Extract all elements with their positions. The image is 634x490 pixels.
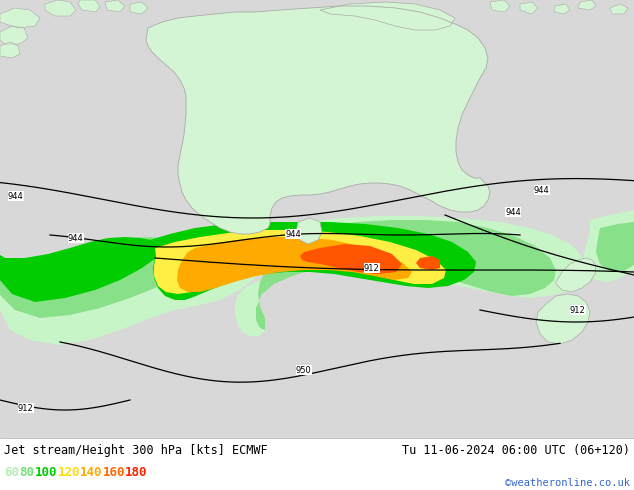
Text: 160: 160	[103, 466, 125, 479]
Polygon shape	[578, 0, 596, 10]
Text: 120: 120	[58, 466, 80, 479]
Polygon shape	[554, 4, 570, 14]
Text: ©weatheronline.co.uk: ©weatheronline.co.uk	[505, 478, 630, 488]
Polygon shape	[0, 42, 20, 58]
Polygon shape	[150, 222, 476, 300]
Text: 140: 140	[80, 466, 103, 479]
Text: Jet stream/Height 300 hPa [kts] ECMWF: Jet stream/Height 300 hPa [kts] ECMWF	[4, 444, 268, 457]
Polygon shape	[300, 244, 402, 274]
Polygon shape	[490, 0, 510, 12]
Polygon shape	[0, 165, 270, 345]
Text: 944: 944	[534, 186, 550, 195]
Polygon shape	[610, 4, 628, 14]
Text: 100: 100	[36, 466, 58, 479]
Polygon shape	[520, 2, 538, 14]
Text: 180: 180	[125, 466, 147, 479]
Polygon shape	[0, 8, 40, 28]
Text: 912: 912	[570, 305, 586, 315]
Text: Tu 11-06-2024 06:00 UTC (06+120): Tu 11-06-2024 06:00 UTC (06+120)	[402, 444, 630, 457]
Polygon shape	[177, 237, 412, 292]
Polygon shape	[78, 0, 100, 12]
Polygon shape	[0, 26, 28, 44]
Text: 944: 944	[8, 192, 23, 200]
Polygon shape	[536, 294, 590, 344]
Polygon shape	[146, 6, 490, 234]
Polygon shape	[596, 222, 634, 272]
Polygon shape	[45, 0, 76, 16]
Text: 944: 944	[68, 234, 84, 243]
Polygon shape	[320, 2, 455, 30]
Polygon shape	[583, 210, 634, 282]
Text: 944: 944	[285, 229, 301, 239]
Text: 912: 912	[364, 264, 380, 272]
Polygon shape	[556, 258, 596, 292]
Text: 60: 60	[4, 466, 19, 479]
Text: 944: 944	[505, 207, 521, 217]
Polygon shape	[416, 256, 440, 270]
Polygon shape	[154, 230, 446, 294]
Polygon shape	[0, 208, 162, 302]
Polygon shape	[130, 2, 148, 14]
Polygon shape	[0, 185, 198, 318]
Text: 950: 950	[296, 366, 312, 374]
Text: 80: 80	[20, 466, 35, 479]
Polygon shape	[235, 216, 585, 336]
Polygon shape	[296, 218, 322, 244]
Polygon shape	[256, 220, 556, 330]
Bar	[0, 438, 634, 490]
Polygon shape	[105, 0, 125, 12]
Text: 912: 912	[18, 403, 34, 413]
